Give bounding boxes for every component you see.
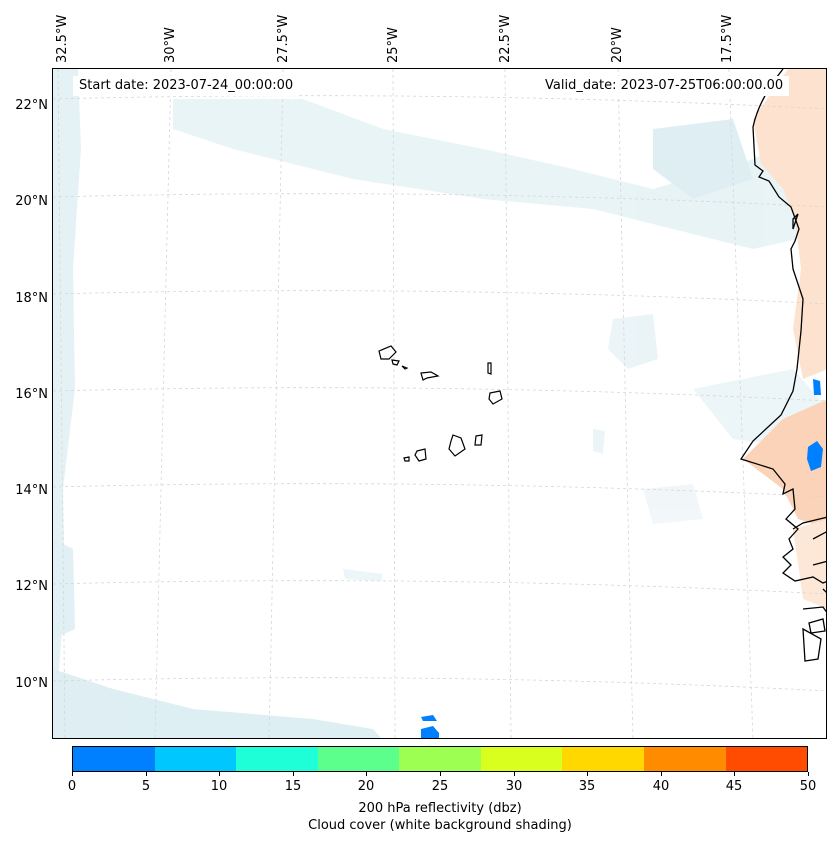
lat-label-22n: 22°N <box>15 98 48 113</box>
colorbar-tick-label: 35 <box>578 779 596 794</box>
land-shading <box>743 69 826 609</box>
colorbar-tick-mark <box>366 772 367 776</box>
lon-label-30w: 30°W <box>163 27 178 63</box>
colorbar <box>72 746 808 772</box>
colorbar-tick-mark <box>219 772 220 776</box>
lon-label-32-5w: 32.5°W <box>55 14 70 63</box>
colorbar-tick-mark <box>146 772 147 776</box>
colorbar-tick-label: 50 <box>799 779 817 794</box>
colorbar-tick-label: 30 <box>505 779 523 794</box>
island-sao-nicolau <box>420 371 440 381</box>
lat-label-12n: 12°N <box>15 579 48 594</box>
colorbar-tick-label: 20 <box>357 779 375 794</box>
lat-label-20n: 20°N <box>15 194 48 209</box>
colorbar-sublabel: Cloud cover (white background shading) <box>308 818 572 833</box>
island-boa-vista <box>488 390 503 405</box>
lon-label-25w: 25°W <box>386 27 401 63</box>
colorbar-segment <box>154 747 237 771</box>
start-date-label: Start date: 2023-07-24_00:00:00 <box>73 76 300 96</box>
map-canvas <box>53 69 826 738</box>
island-fogo <box>414 448 427 462</box>
colorbar-tick-mark <box>440 772 441 776</box>
colorbar-tick-mark <box>661 772 662 776</box>
colorbar-tick-mark <box>72 772 73 776</box>
lon-label-22-5w: 22.5°W <box>498 14 513 63</box>
coastline <box>739 69 826 662</box>
colorbar-label: 200 hPa reflectivity (dbz) <box>358 801 522 816</box>
cape-verde-islands <box>378 345 503 462</box>
colorbar-segment <box>317 747 400 771</box>
colorbar-segment <box>236 747 318 771</box>
island-santo-antao <box>378 345 397 360</box>
colorbar-tick-label: 10 <box>210 779 228 794</box>
lat-label-16n: 16°N <box>15 387 48 402</box>
island-brava <box>403 456 410 462</box>
reflectivity-patches <box>421 379 823 738</box>
lon-label-20w: 20°W <box>610 27 625 63</box>
lat-label-10n: 10°N <box>15 676 48 691</box>
lat-label-18n: 18°N <box>15 291 48 306</box>
map-panel[interactable] <box>52 68 827 739</box>
lon-label-17-5w: 17.5°W <box>720 14 735 63</box>
colorbar-tick-label: 25 <box>431 779 449 794</box>
cloud-cover-shading <box>53 69 826 738</box>
colorbar-tick-label: 5 <box>141 779 151 794</box>
colorbar-segment <box>480 747 563 771</box>
colorbar-tick-mark <box>514 772 515 776</box>
colorbar-tick-label: 0 <box>67 779 77 794</box>
colorbar-segment <box>725 747 808 771</box>
island-santiago <box>448 434 466 457</box>
colorbar-segment <box>643 747 726 771</box>
island-maio <box>474 434 483 446</box>
colorbar-tick-mark <box>808 772 809 776</box>
colorbar-tick-label: 45 <box>725 779 743 794</box>
gridlines <box>53 69 826 738</box>
lon-label-27-5w: 27.5°W <box>276 14 291 63</box>
colorbar-segment <box>73 747 155 771</box>
colorbar-segment <box>399 747 481 771</box>
colorbar-tick-mark <box>734 772 735 776</box>
colorbar-segment <box>562 747 644 771</box>
valid-date-label: Valid_date: 2023-07-25T06:00:00.00 <box>539 76 790 96</box>
colorbar-tick-label: 40 <box>652 779 670 794</box>
island-santa-luzia <box>401 365 409 370</box>
island-sal <box>487 362 492 375</box>
island-sao-vicente <box>391 359 400 366</box>
colorbar-tick-label: 15 <box>284 779 302 794</box>
colorbar-tick-mark <box>293 772 294 776</box>
colorbar-tick-mark <box>587 772 588 776</box>
lat-label-14n: 14°N <box>15 483 48 498</box>
